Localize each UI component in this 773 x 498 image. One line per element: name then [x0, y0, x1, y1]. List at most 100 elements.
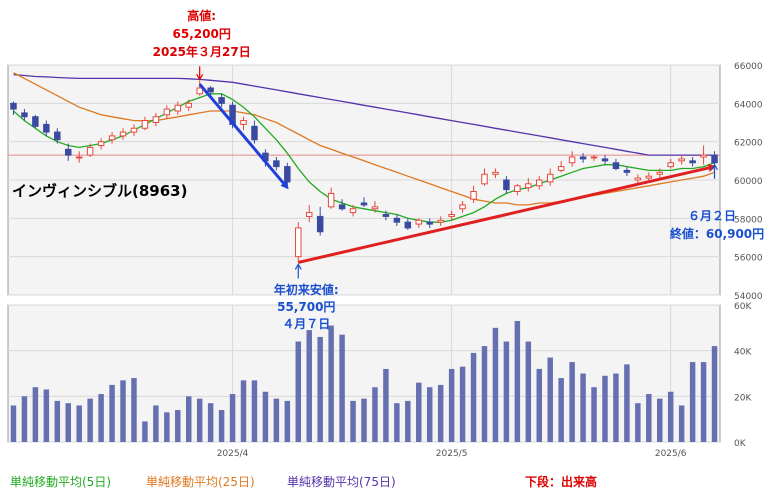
- volume-tick-label: 40K: [734, 348, 752, 358]
- volume-bar: [295, 341, 302, 442]
- candle-body: [75, 156, 83, 159]
- last-annotation-text: ６月２日: [688, 209, 736, 223]
- volume-bar: [437, 384, 444, 442]
- volume-bar: [689, 362, 696, 442]
- price-tick-label: 58000: [734, 215, 763, 225]
- candle-body: [492, 171, 499, 175]
- candle-body: [514, 185, 521, 192]
- x-tick-label: 2025/6: [655, 449, 687, 459]
- volume-bar: [54, 400, 61, 442]
- candle-body: [470, 191, 477, 200]
- ma5-line: [13, 93, 715, 223]
- candle-body: [612, 162, 620, 169]
- candle-body: [349, 208, 357, 214]
- volume-bar: [186, 396, 192, 442]
- candle-body: [251, 125, 258, 141]
- candle-body: [43, 123, 50, 133]
- volume-bar: [635, 403, 641, 442]
- volume-bar: [481, 346, 488, 442]
- candle-body: [700, 154, 707, 158]
- price-tick-label: 60000: [734, 177, 763, 187]
- candle-body: [426, 221, 433, 225]
- low-annotation-text: ４月７日: [282, 317, 330, 331]
- volume-bar: [470, 352, 477, 442]
- candle-body: [623, 169, 631, 173]
- volume-bar: [262, 391, 269, 442]
- candle-body: [546, 173, 554, 183]
- volume-bar: [87, 398, 93, 442]
- volume-bar: [372, 387, 378, 442]
- volume-bar: [361, 398, 367, 442]
- legend-ma5: 単純移動平均(5日): [10, 475, 111, 489]
- volume-bar: [646, 394, 652, 442]
- candle-body: [196, 87, 203, 95]
- volume-bar: [175, 410, 181, 442]
- candle-body: [678, 158, 685, 162]
- candle-body: [163, 108, 171, 116]
- candle-body: [568, 156, 576, 164]
- volume-bar: [32, 387, 39, 442]
- candle-body: [97, 141, 105, 147]
- volume-bar: [350, 400, 356, 442]
- candle-body: [240, 120, 247, 125]
- candle-body: [481, 173, 488, 185]
- volume-bar: [383, 368, 389, 442]
- candle-body: [371, 206, 379, 210]
- candle-body: [338, 204, 346, 210]
- volume-bar: [317, 336, 323, 442]
- volume-bar: [536, 368, 542, 442]
- volume-bar: [525, 341, 532, 442]
- high-annotation-text: 2025年３月27日: [153, 44, 251, 59]
- candle-body: [503, 179, 510, 191]
- volume-bar: [459, 366, 466, 442]
- candle-body: [536, 179, 543, 187]
- candle-body: [218, 97, 225, 104]
- volume-bar: [21, 396, 28, 442]
- candle-body: [152, 116, 160, 123]
- volume-bar: [711, 346, 718, 442]
- volume-bar: [416, 382, 422, 442]
- volume-bar: [142, 421, 148, 442]
- volume-bar: [65, 403, 71, 442]
- volume-bar: [218, 410, 225, 442]
- candle-body: [316, 215, 324, 233]
- candle-body: [579, 156, 587, 160]
- candle-body: [185, 102, 192, 108]
- volume-bar: [558, 378, 564, 442]
- volume-bar: [284, 400, 291, 442]
- volume-bar: [240, 380, 247, 442]
- candle-body: [54, 131, 61, 141]
- legend-ma25: 単純移動平均(25日): [146, 475, 255, 489]
- volume-bar: [10, 405, 17, 442]
- volume-bar: [657, 398, 663, 442]
- legend-volume: 下段：出来高: [525, 474, 597, 489]
- candle-body: [119, 131, 127, 137]
- candle-body: [10, 102, 17, 110]
- high-annotation-text: 65,200円: [173, 27, 231, 41]
- volume-bar: [394, 403, 400, 442]
- candle-body: [711, 154, 718, 164]
- candle-body: [207, 87, 214, 93]
- volume-bar: [339, 334, 345, 442]
- volume-bar: [426, 387, 433, 442]
- volume-bar: [667, 391, 674, 442]
- volume-bar: [492, 327, 499, 442]
- candle-body: [65, 148, 72, 156]
- candle-body: [273, 160, 280, 168]
- trend-arrow: [198, 83, 289, 190]
- candle-body: [32, 116, 39, 127]
- x-tick-label: 2025/4: [217, 449, 249, 459]
- volume-bar: [43, 389, 50, 442]
- price-tick-label: 66000: [734, 62, 763, 72]
- price-panel: 66000 64000 62000 60000 58000 56000 54000: [7, 62, 763, 302]
- candle-body: [305, 212, 313, 217]
- volume-bar: [700, 362, 707, 442]
- last-pointer-head: [711, 163, 719, 171]
- volume-bar: [164, 412, 170, 442]
- volume-bar: [514, 320, 521, 442]
- volume-bar: [76, 405, 82, 442]
- volume-bar: [547, 357, 553, 442]
- volume-tick-label: 0K: [734, 439, 747, 449]
- ma75-line: [13, 73, 715, 156]
